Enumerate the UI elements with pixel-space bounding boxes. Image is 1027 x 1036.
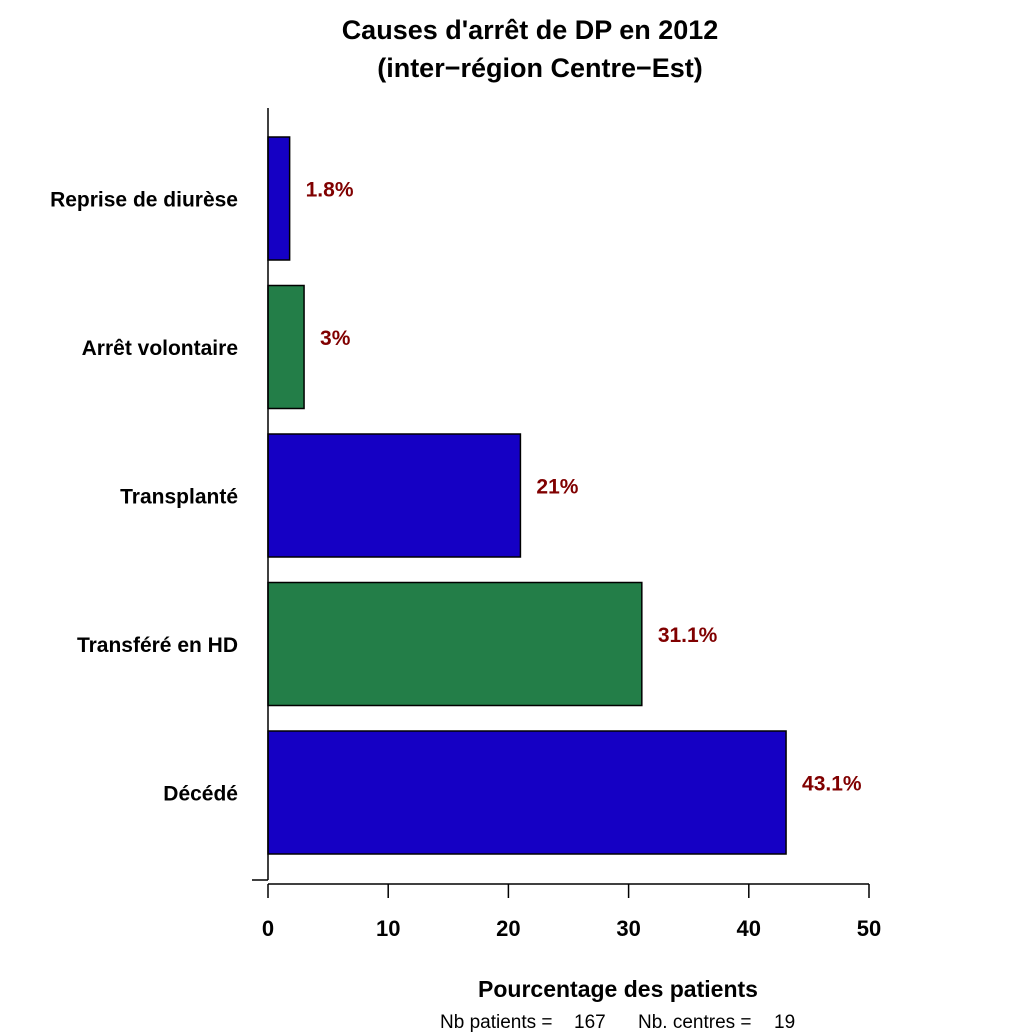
category-label: Arrêt volontaire — [82, 337, 238, 360]
x-tick-label: 30 — [616, 916, 640, 941]
chart-title: Causes d'arrêt de DP en 2012 — [342, 15, 719, 45]
chart-subtitle: (inter−région Centre−Est) — [377, 53, 703, 83]
footer-centres-label: Nb. centres = — [638, 1012, 752, 1033]
category-label: Reprise de diurèse — [50, 189, 238, 212]
x-tick-label: 10 — [376, 916, 400, 941]
footer-patients-label: Nb patients = — [440, 1012, 553, 1033]
x-tick-label: 40 — [737, 916, 761, 941]
bar — [267, 730, 787, 855]
category-labels: Reprise de diurèse Arrêt volontaire Transp… — [50, 189, 238, 806]
category-label: Transplanté — [120, 486, 238, 509]
bar — [267, 581, 643, 707]
x-tick-label: 50 — [857, 916, 881, 941]
value-labels: 1.8% 3% 21% 31.1% 43.1% — [306, 179, 862, 796]
bars-group — [267, 136, 787, 855]
value-label: 1.8% — [306, 179, 354, 202]
x-tick-label: 0 — [262, 916, 274, 941]
bar — [267, 284, 305, 410]
value-label: 31.1% — [658, 624, 718, 647]
bar — [267, 433, 522, 558]
x-axis-ticks: 0 10 20 30 40 50 — [262, 884, 881, 941]
category-label: Transféré en HD — [77, 634, 238, 657]
footer-patients-value: 167 — [574, 1012, 606, 1033]
value-label: 3% — [320, 327, 351, 350]
value-label: 43.1% — [802, 773, 862, 796]
value-label: 21% — [536, 476, 578, 499]
footer-centres-value: 19 — [774, 1012, 795, 1033]
bar — [267, 136, 291, 261]
category-label: Décédé — [163, 783, 238, 806]
x-tick-label: 20 — [496, 916, 520, 941]
x-axis-label: Pourcentage des patients — [478, 976, 758, 1002]
